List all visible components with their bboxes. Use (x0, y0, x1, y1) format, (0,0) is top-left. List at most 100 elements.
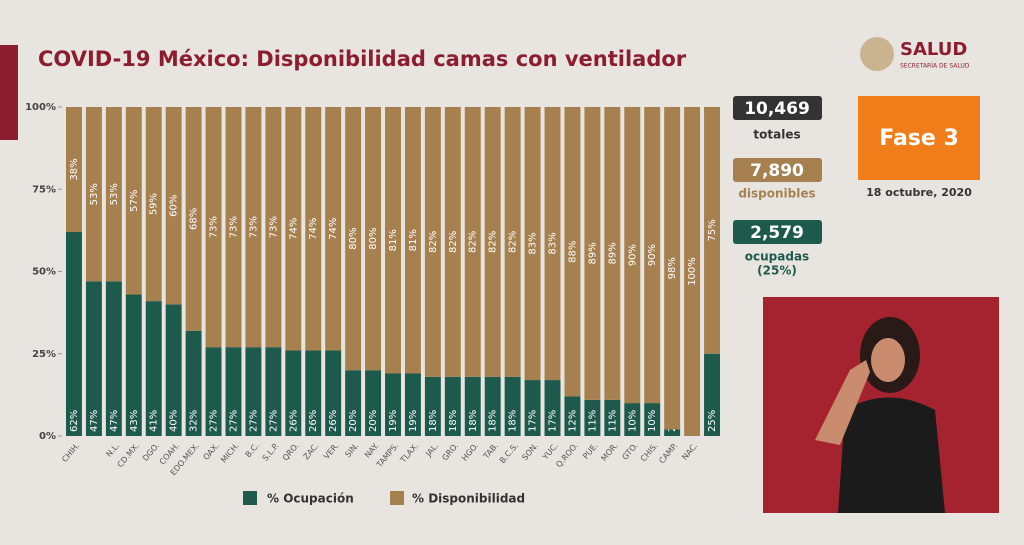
value-label: 80% (348, 227, 359, 249)
bar-segment (65, 232, 82, 436)
bar-segment (165, 107, 182, 305)
x-tick-label: TAB. (481, 441, 500, 461)
value-label: 26% (308, 410, 319, 432)
value-label: 82% (428, 231, 439, 253)
legend-label: % Ocupación (267, 492, 354, 506)
bar-segment (544, 380, 561, 436)
available-box (733, 158, 822, 182)
value-label: 75% (707, 219, 718, 241)
value-label: 18% (428, 410, 439, 432)
value-label: 74% (308, 218, 319, 240)
total-label: totales (753, 128, 800, 142)
bar-segment (584, 399, 601, 436)
x-tick-label: SIN. (343, 441, 360, 459)
value-label: 80% (368, 227, 379, 249)
x-tick-label: PUE. (581, 441, 600, 461)
value-label: 11% (607, 410, 618, 432)
x-tick-label: CHIH. (60, 441, 81, 464)
bar-segment (245, 107, 262, 348)
bar-segment (564, 396, 581, 436)
x-tick-label: NAC. (680, 441, 699, 462)
value-label: 53% (89, 183, 100, 205)
brand-sub: SECRETARÍA DE SALUD (900, 63, 970, 70)
value-label: 74% (328, 218, 339, 240)
x-tick-label: TLAX. (398, 441, 420, 465)
bar-segment (225, 107, 242, 348)
bar-segment (644, 403, 661, 436)
value-label: 82% (448, 231, 459, 253)
bar-segment (185, 330, 202, 436)
value-label: 12% (567, 410, 578, 432)
x-tick-label: GTO. (620, 441, 639, 462)
bar-segment (265, 347, 282, 436)
value-label: 20% (348, 410, 359, 432)
bar-segment (704, 353, 721, 436)
value-label: 82% (468, 231, 479, 253)
value-label: 81% (408, 229, 419, 251)
x-tick-label: MICH. (219, 441, 241, 465)
y-tick-label: 25% (32, 349, 56, 360)
bar-segment (504, 107, 521, 377)
bar-segment (105, 281, 122, 436)
bar-segment (524, 107, 541, 381)
value-label: 26% (288, 410, 299, 432)
x-tick-label: HGO. (460, 441, 480, 463)
value-label: 60% (169, 195, 180, 217)
value-label: 40% (169, 410, 180, 432)
bar-segment (564, 107, 581, 397)
value-label: 90% (647, 244, 658, 266)
bar-segment (684, 107, 701, 436)
bar-segment (385, 107, 401, 374)
value-label: 26% (328, 410, 339, 432)
value-label: 47% (89, 410, 100, 432)
date: 18 octubre, 2020 (866, 186, 972, 199)
value-label: 90% (627, 244, 638, 266)
accent-strip (0, 45, 18, 140)
occupied: 2,579 (750, 223, 804, 243)
value-label: 82% (508, 231, 519, 253)
value-label: 53% (109, 183, 120, 205)
value-label: 18% (448, 410, 459, 432)
bar-segment (65, 107, 82, 233)
y-tick-label: 50% (32, 267, 56, 278)
x-tick-label: CAMP. (657, 441, 679, 465)
x-tick-label: B.C. (244, 441, 261, 459)
bar-segment (604, 399, 621, 436)
value-label: 89% (587, 242, 598, 264)
bar-segment (544, 107, 561, 381)
occupied-box (733, 220, 822, 244)
value-label: 83% (548, 232, 559, 254)
bar-segment (105, 107, 122, 282)
phase-box (858, 96, 980, 180)
value-label: 73% (248, 216, 259, 238)
bar-segment (305, 350, 322, 436)
available-label: disponibles (738, 187, 815, 201)
bar-segment (165, 304, 182, 436)
bar-segment (345, 370, 362, 436)
bar-segment (584, 107, 601, 400)
value-label: 18% (508, 410, 519, 432)
bar-segment (325, 350, 342, 436)
y-tick-label: 75% (32, 184, 56, 195)
x-tick-label: QRO. (281, 441, 301, 462)
value-label: 81% (388, 229, 399, 251)
value-label: 32% (189, 410, 200, 432)
bar-segment (285, 350, 302, 436)
bar-segment (404, 373, 421, 436)
value-label: 73% (228, 216, 239, 238)
phase: Fase 3 (879, 126, 959, 151)
bar-segment (365, 370, 382, 436)
value-label: 88% (567, 241, 578, 263)
value-label: 62% (69, 410, 80, 432)
bar-segment (285, 107, 302, 351)
video-feed (763, 297, 999, 513)
value-label: 20% (368, 410, 379, 432)
bar-segment (85, 281, 102, 436)
bar-segment (664, 107, 681, 430)
bar-segment (524, 380, 541, 436)
bar-segment (464, 376, 481, 436)
value-label: 25% (707, 410, 718, 432)
x-tick-label: GRO. (440, 441, 460, 462)
x-tick-label: S.L.P. (261, 441, 281, 463)
